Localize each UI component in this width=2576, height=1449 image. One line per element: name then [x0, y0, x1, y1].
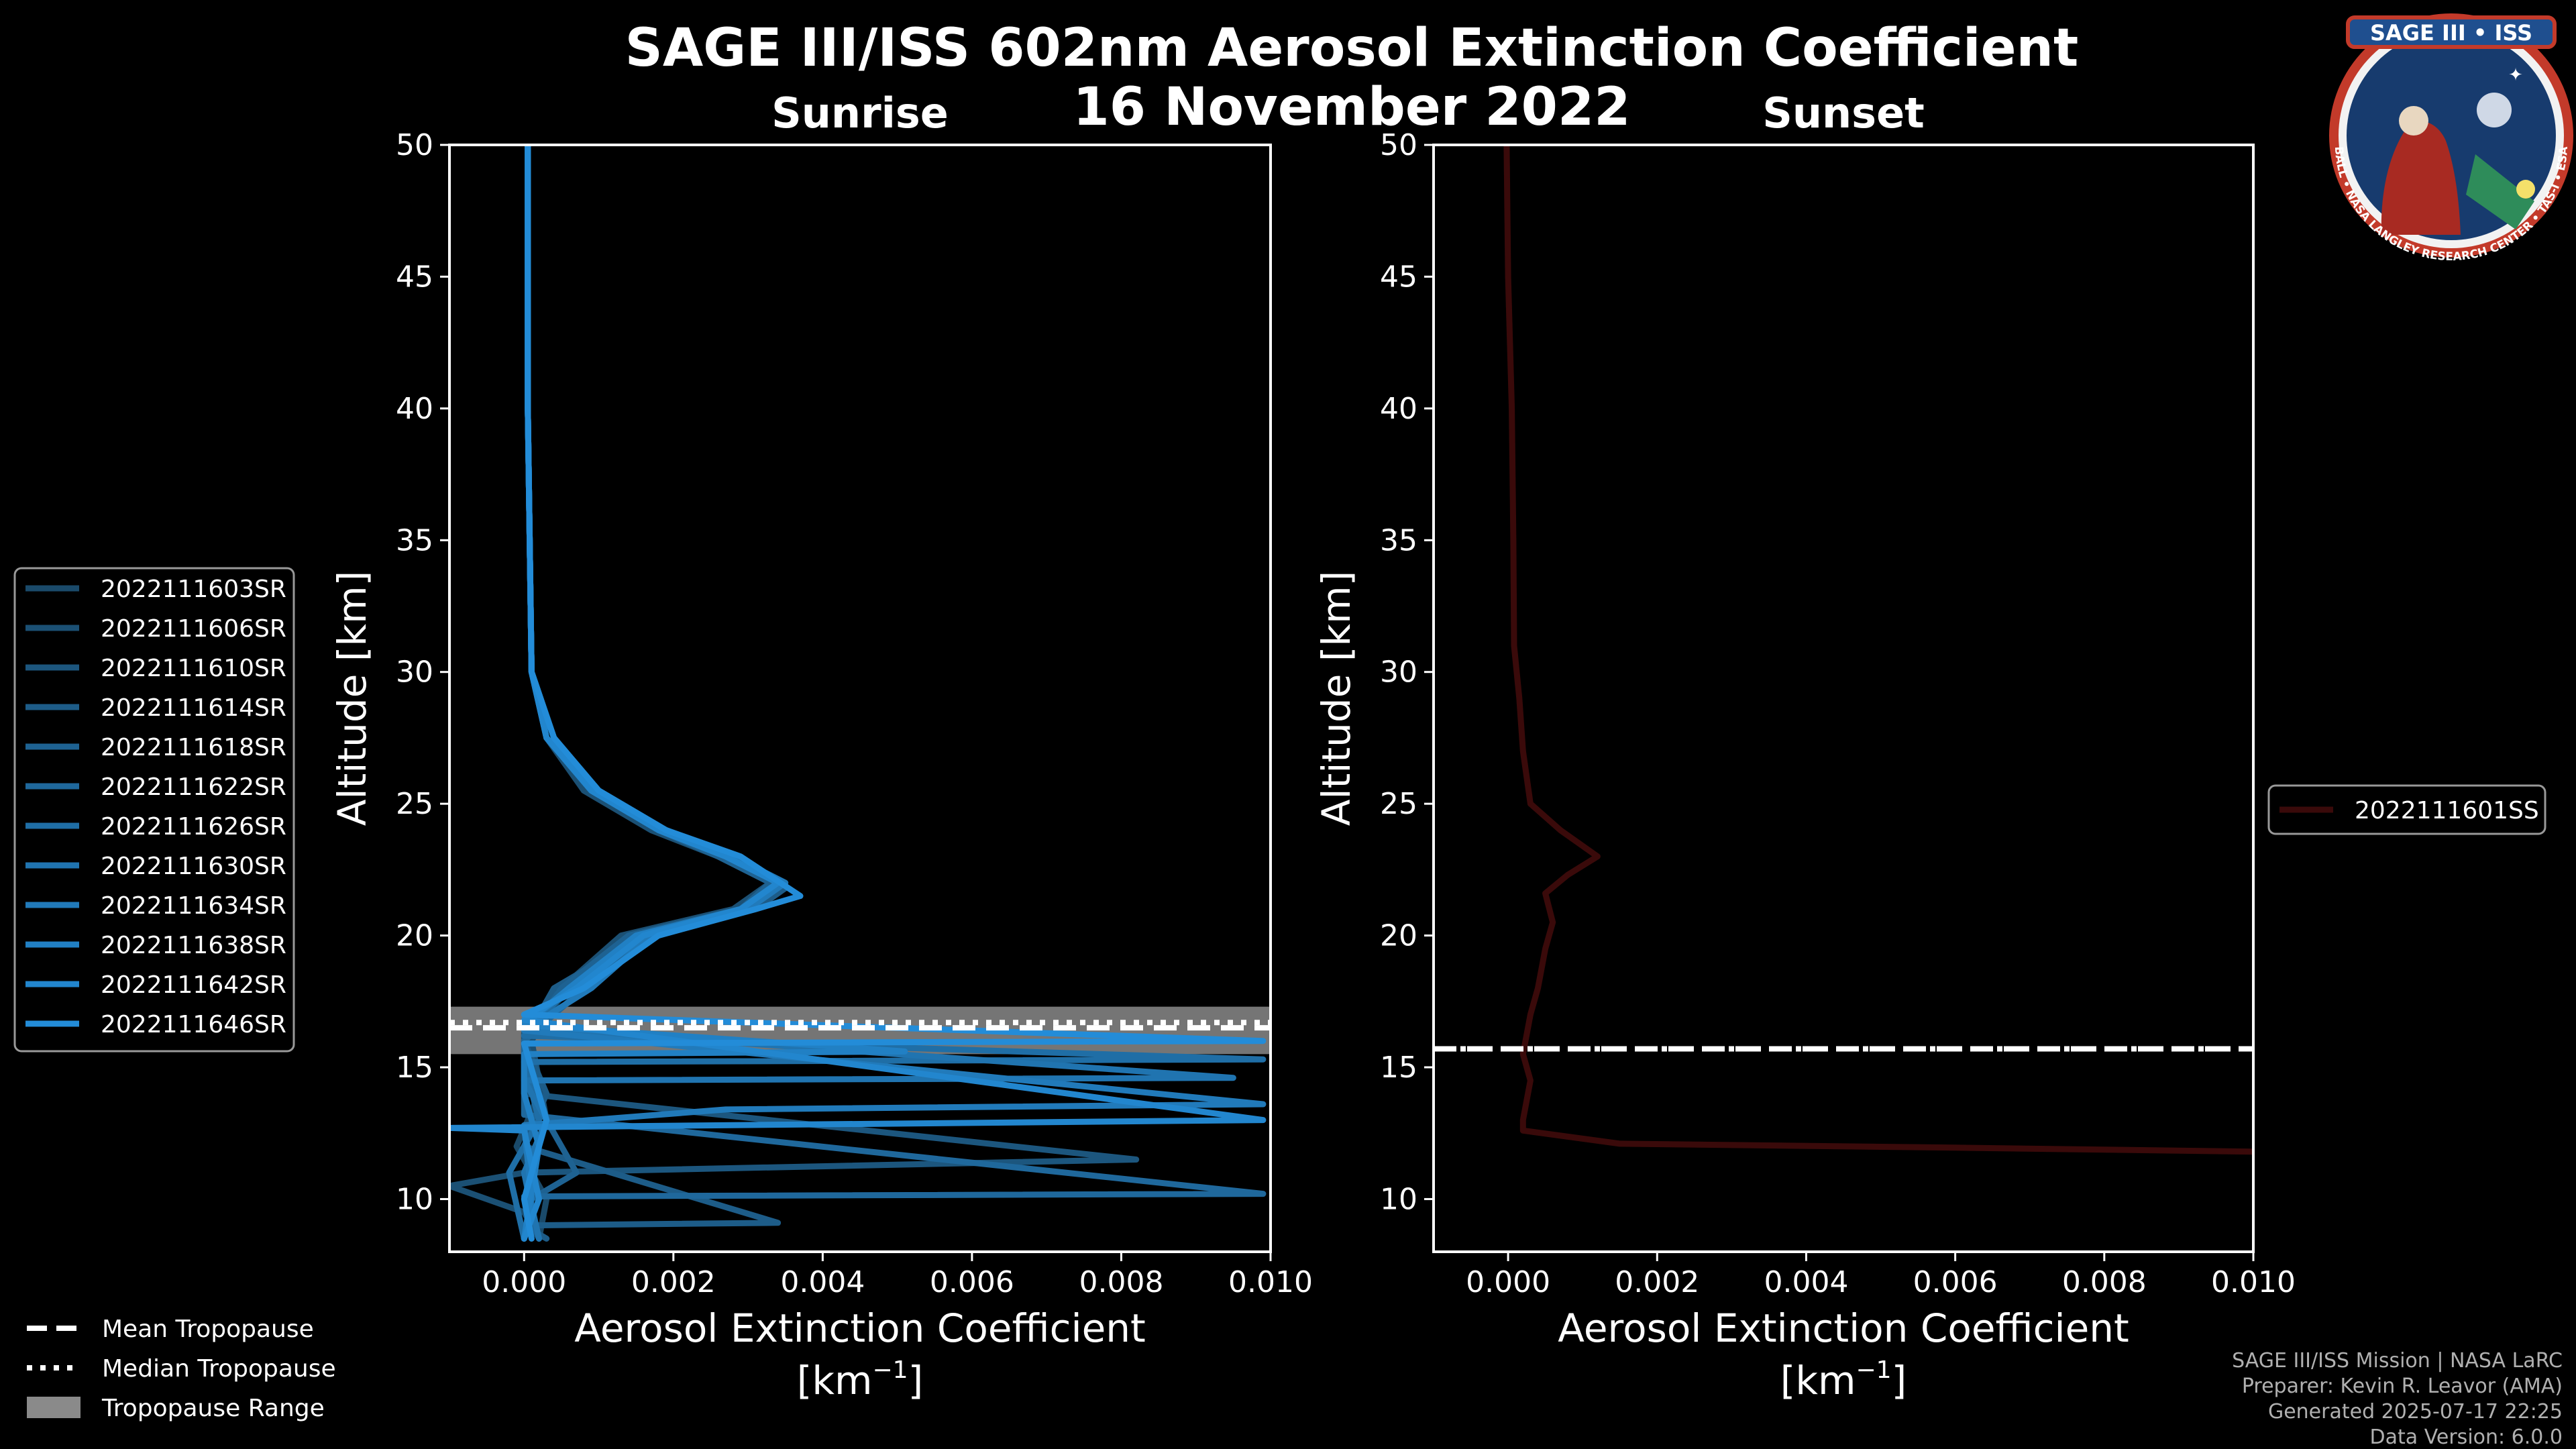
x-tick-label: 0.000: [482, 1265, 566, 1299]
legend-label: Median Tropopause: [102, 1355, 336, 1383]
y-tick-label: 30: [396, 655, 433, 690]
y-tick-label: 10: [1380, 1182, 1417, 1216]
y-tick-label: 15: [396, 1051, 433, 1085]
x-tick-label: 0.000: [1466, 1265, 1550, 1299]
y-tick-label: 45: [396, 260, 433, 294]
y-axis-label: Altitude [km]: [329, 571, 375, 826]
panel-title: Sunset: [1762, 89, 1925, 138]
y-tick-label: 20: [1380, 919, 1417, 953]
y-tick-label: 15: [1380, 1051, 1417, 1085]
y-tick-label: 30: [1380, 655, 1417, 690]
x-tick-label: 0.010: [2211, 1265, 2296, 1299]
legend-label: Mean Tropopause: [102, 1316, 314, 1343]
series-line-2022111601SS: [1503, 145, 2253, 1155]
legend-swatch-band: [27, 1397, 80, 1418]
sunset-panel: 0.000 0.002 0.004 0.006 0.008 0.010 10 15 20 25 30…: [1313, 89, 2296, 1403]
legend-label: 2022111603SR: [101, 576, 286, 603]
y-tick-label: 20: [396, 919, 433, 953]
star-icon: ✦: [2508, 65, 2523, 85]
unit-base: [km: [1780, 1358, 1856, 1403]
x-tick-label: 0.006: [1913, 1265, 1998, 1299]
legend-label: 2022111642SR: [101, 971, 286, 999]
y-tick-label: 50: [1380, 128, 1417, 162]
y-tick-label: 40: [1380, 392, 1417, 426]
legend-label: 2022111610SR: [101, 655, 286, 682]
legend-label: 2022111638SR: [101, 932, 286, 959]
sunset-legend: 2022111601SS: [2267, 784, 2546, 835]
credit-line: SAGE III/ISS Mission | NASA LaRC: [2232, 1349, 2563, 1373]
y-tick-label: 10: [396, 1182, 433, 1216]
y-tick-label: 25: [396, 787, 433, 821]
legend-label: 2022111601SS: [2355, 797, 2539, 824]
x-tick-label: 0.004: [1764, 1265, 1848, 1299]
x-axis-unit: [km−1]: [797, 1356, 923, 1403]
y-tick-label: 35: [1380, 523, 1417, 557]
sunrise-panel: 0.000 0.002 0.004 0.006 0.008 0.010 10 15 20 25 30…: [329, 89, 1313, 1403]
credit-line: Preparer: Kevin R. Leavor (AMA): [2242, 1375, 2563, 1398]
y-tick-label: 50: [396, 128, 433, 162]
unit-end: ]: [1892, 1358, 1907, 1403]
unit-end: ]: [908, 1358, 924, 1403]
y-tick-label: 25: [1380, 787, 1417, 821]
x-axis-label: Aerosol Extinction Coefficient: [1558, 1305, 2129, 1351]
logo-text: SAGE III • ISS: [2370, 20, 2532, 46]
legend-label: Tropopause Range: [101, 1395, 325, 1422]
x-tick-label: 0.004: [780, 1265, 865, 1299]
legend-label: 2022111630SR: [101, 853, 286, 880]
plot-area: [1434, 145, 2253, 1252]
legend-label: 2022111618SR: [101, 734, 286, 761]
x-tick-label: 0.008: [2062, 1265, 2147, 1299]
x-tick-label: 0.010: [1228, 1265, 1313, 1299]
unit-exponent: −1: [1856, 1356, 1892, 1384]
figure-title: SAGE III/ISS 602nm Aerosol Extinction Co…: [625, 18, 2079, 78]
y-tick-label: 35: [396, 523, 433, 557]
x-axis-label: Aerosol Extinction Coefficient: [574, 1305, 1146, 1351]
credit-line: Data Version: 6.0.0: [2370, 1426, 2563, 1449]
credit-line: Generated 2025-07-17 22:25: [2268, 1400, 2563, 1424]
x-tick-label: 0.002: [1615, 1265, 1699, 1299]
plot-area: [449, 145, 1271, 1252]
legend-label: 2022111634SR: [101, 892, 286, 920]
legend-label: 2022111646SR: [101, 1011, 286, 1038]
plot-frame: [448, 144, 1272, 1253]
panel-title: Sunrise: [771, 89, 949, 138]
x-tick-label: 0.008: [1079, 1265, 1163, 1299]
plot-frame: [1432, 144, 2255, 1253]
legend-label: 2022111622SR: [101, 773, 286, 801]
legend-label: 2022111606SR: [101, 615, 286, 643]
credits: SAGE III/ISS Mission | NASA LaRC Prepare…: [2232, 1349, 2563, 1449]
legend-label: 2022111614SR: [101, 694, 286, 722]
series-line-2022111646SR: [521, 145, 1267, 1242]
y-tick-label: 45: [1380, 260, 1417, 294]
series-line-2022111642SR: [449, 145, 1267, 1242]
figure-date: 16 November 2022: [1073, 77, 1630, 138]
y-tick-label: 40: [396, 392, 433, 426]
sunrise-legend: 2022111603SR 2022111606SR 2022111610SR 2022…: [13, 567, 295, 1053]
mission-logo: SAGE III • ISS ✦: [2329, 13, 2573, 258]
plot-content: [1434, 145, 2253, 1155]
unit-exponent: −1: [873, 1356, 908, 1384]
y-axis-label: Altitude [km]: [1313, 571, 1359, 826]
legend-label: 2022111626SR: [101, 813, 286, 841]
plot-content: [449, 145, 1271, 1242]
unit-base: [km: [797, 1358, 873, 1403]
tropopause-legend: Mean Tropopause Median Tropopause Tropopau…: [27, 1316, 336, 1422]
x-axis-unit: [km−1]: [1780, 1356, 1907, 1403]
x-tick-label: 0.002: [631, 1265, 716, 1299]
x-tick-label: 0.006: [930, 1265, 1014, 1299]
